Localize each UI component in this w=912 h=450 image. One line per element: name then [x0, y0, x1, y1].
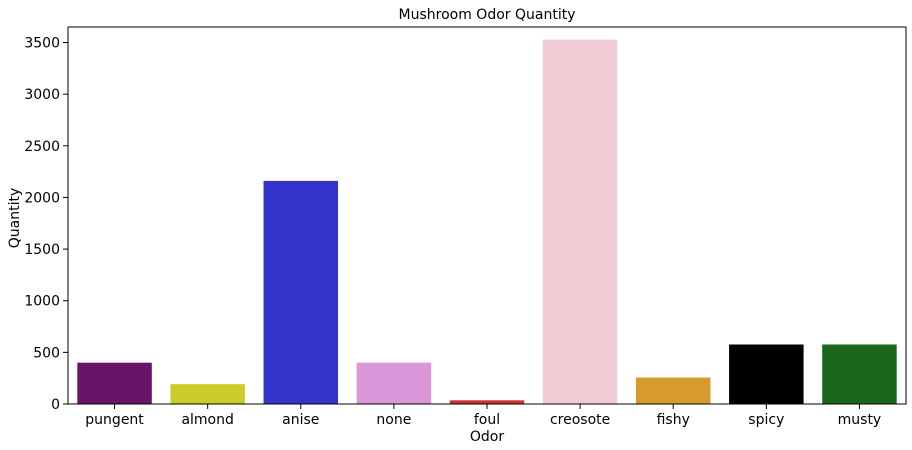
x-tick-label-none: none — [376, 412, 411, 428]
x-tick-label-musty: musty — [838, 412, 882, 428]
y-tick-label: 1000 — [24, 294, 60, 310]
bars — [77, 39, 897, 404]
bar-spicy — [729, 344, 804, 404]
chart-title: Mushroom Odor Quantity — [399, 7, 576, 23]
bar-none — [356, 362, 432, 404]
y-tick-label: 0 — [51, 397, 60, 413]
y-tick-label: 3500 — [24, 35, 60, 51]
x-tick-label-pungent: pungent — [85, 412, 144, 428]
x-tick-label-creosote: creosote — [550, 412, 610, 428]
bar-fishy — [635, 377, 711, 404]
bar-foul — [449, 400, 525, 404]
y-axis-ticks: 0 500 1000 1500 2000 2500 3000 3500 — [24, 35, 68, 413]
y-tick-label: 500 — [33, 345, 60, 361]
y-tick-label: 2500 — [24, 139, 60, 155]
y-tick-label: 3000 — [24, 87, 60, 103]
bar-anise — [263, 180, 339, 404]
bar-pungent — [77, 362, 152, 404]
y-axis-label: Quantity — [7, 188, 23, 249]
x-tick-label-spicy: spicy — [748, 412, 784, 428]
x-tick-label-fishy: fishy — [657, 412, 690, 428]
y-tick-label: 2000 — [24, 190, 60, 206]
y-tick-label: 1500 — [24, 242, 60, 258]
x-tick-label-foul: foul — [474, 412, 500, 428]
bar-musty — [822, 344, 897, 404]
x-tick-label-almond: almond — [181, 412, 233, 428]
bar-creosote — [542, 39, 618, 404]
x-axis-ticks: pungent almond anise none foul creosote fishy s… — [85, 404, 881, 428]
x-axis-label: Odor — [470, 429, 504, 445]
plot-frame — [67, 26, 907, 405]
bar-almond — [170, 384, 245, 404]
x-tick-label-anise: anise — [282, 412, 319, 428]
